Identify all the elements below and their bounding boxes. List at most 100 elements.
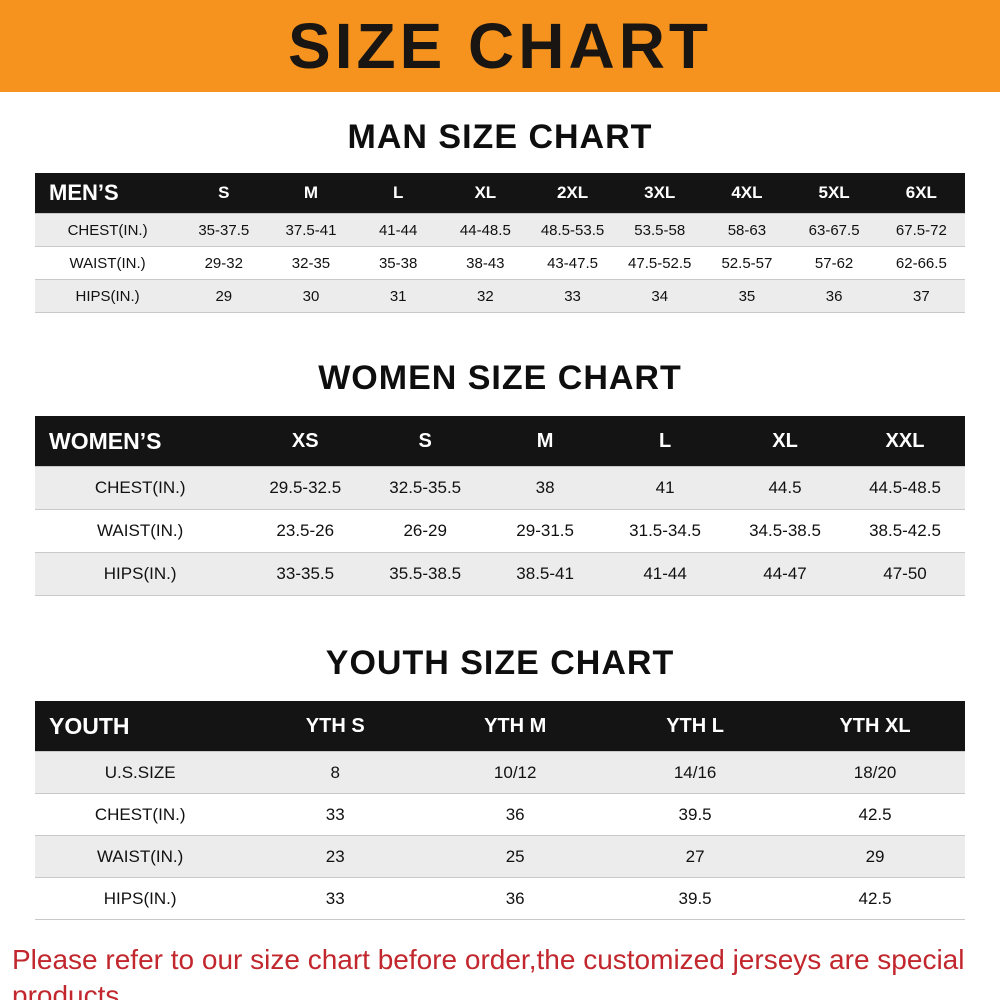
men-size-column-header: L bbox=[354, 173, 442, 214]
youth-value-cell: 42.5 bbox=[785, 793, 965, 836]
men-value-cell: 43-47.5 bbox=[528, 246, 617, 280]
women-size-column-header: XL bbox=[725, 416, 845, 467]
men-value-cell: 53.5-58 bbox=[616, 213, 704, 247]
men-size-column-header: 6XL bbox=[877, 173, 965, 214]
men-value-cell: 29 bbox=[180, 279, 268, 313]
youth-value-cell: 39.5 bbox=[605, 877, 786, 920]
women-section: WOMEN SIZE CHART WOMEN’S XS S M L XL XXL CHEST(I… bbox=[0, 359, 1000, 596]
men-value-cell: 44-48.5 bbox=[441, 213, 529, 247]
youth-size-column-header: YTH XL bbox=[785, 701, 965, 752]
men-size-column-header: S bbox=[180, 173, 268, 214]
women-value-cell: 32.5-35.5 bbox=[365, 466, 486, 510]
women-value-cell: 44.5 bbox=[725, 466, 845, 510]
men-value-cell: 62-66.5 bbox=[877, 246, 965, 280]
women-value-cell: 38.5-41 bbox=[485, 552, 606, 596]
youth-section: YOUTH SIZE CHART YOUTH YTH S YTH M YTH L YTH … bbox=[0, 644, 1000, 920]
men-header-row: MEN’S S M L XL 2XL 3XL 4XL 5XL 6XL bbox=[35, 173, 965, 214]
women-value-cell: 29.5-32.5 bbox=[245, 466, 366, 510]
men-value-cell: 35-38 bbox=[354, 246, 442, 280]
youth-value-cell: 33 bbox=[245, 877, 426, 920]
youth-value-cell: 39.5 bbox=[605, 793, 786, 836]
men-table-row: HIPS(IN.) 29 30 31 32 33 34 35 36 37 bbox=[35, 279, 965, 313]
women-value-cell: 34.5-38.5 bbox=[725, 509, 845, 553]
youth-table-row: U.S.SIZE 8 10/12 14/16 18/20 bbox=[35, 751, 965, 794]
men-row-label: HIPS(IN.) bbox=[35, 279, 181, 313]
youth-size-column-header: YTH L bbox=[605, 701, 786, 752]
men-value-cell: 36 bbox=[790, 279, 878, 313]
men-value-cell: 32-35 bbox=[267, 246, 355, 280]
youth-row-label: HIPS(IN.) bbox=[35, 877, 246, 920]
youth-heading: YOUTH SIZE CHART bbox=[325, 644, 675, 682]
women-value-cell: 29-31.5 bbox=[485, 509, 606, 553]
women-value-cell: 41 bbox=[605, 466, 726, 510]
men-heading: MAN SIZE CHART bbox=[347, 118, 653, 156]
men-value-cell: 35 bbox=[703, 279, 791, 313]
women-size-column-header: XS bbox=[245, 416, 366, 467]
men-size-column-header: 5XL bbox=[790, 173, 878, 214]
youth-table-row: WAIST(IN.) 23 25 27 29 bbox=[35, 835, 965, 878]
women-size-column-header: S bbox=[365, 416, 486, 467]
women-heading: WOMEN SIZE CHART bbox=[318, 359, 682, 397]
youth-header-row: YOUTH YTH S YTH M YTH L YTH XL bbox=[35, 701, 965, 752]
youth-value-cell: 25 bbox=[425, 835, 606, 878]
youth-table-row: HIPS(IN.) 33 36 39.5 42.5 bbox=[35, 877, 965, 920]
men-row-label: WAIST(IN.) bbox=[35, 246, 181, 280]
youth-value-cell: 27 bbox=[605, 835, 786, 878]
men-size-column-header: XL bbox=[441, 173, 529, 214]
youth-row-label: WAIST(IN.) bbox=[35, 835, 246, 878]
women-value-cell: 38.5-42.5 bbox=[844, 509, 965, 553]
men-value-cell: 33 bbox=[528, 279, 617, 313]
men-corner-label: MEN’S bbox=[35, 173, 181, 214]
women-row-label: HIPS(IN.) bbox=[35, 552, 246, 596]
women-size-table: WOMEN’S XS S M L XL XXL CHEST(IN.) 29.5-32.5 32.5… bbox=[35, 416, 965, 596]
women-header-row: WOMEN’S XS S M L XL XXL bbox=[35, 416, 965, 467]
men-value-cell: 37 bbox=[877, 279, 965, 313]
women-value-cell: 41-44 bbox=[605, 552, 726, 596]
women-row-label: CHEST(IN.) bbox=[35, 466, 246, 510]
men-value-cell: 35-37.5 bbox=[180, 213, 268, 247]
youth-size-column-header: YTH M bbox=[425, 701, 606, 752]
disclaimer: Please refer to our size chart before or… bbox=[0, 942, 1000, 1000]
women-row-label: WAIST(IN.) bbox=[35, 509, 246, 553]
men-size-column-header: 2XL bbox=[528, 173, 617, 214]
men-value-cell: 57-62 bbox=[790, 246, 878, 280]
women-corner-label: WOMEN’S bbox=[35, 416, 246, 467]
men-value-cell: 31 bbox=[354, 279, 442, 313]
men-size-column-header: 4XL bbox=[703, 173, 791, 214]
youth-size-column-header: YTH S bbox=[245, 701, 426, 752]
men-table-row: WAIST(IN.) 29-32 32-35 35-38 38-43 43-47.5 47.… bbox=[35, 246, 965, 280]
banner: SIZE CHART bbox=[0, 0, 1000, 92]
youth-value-cell: 36 bbox=[425, 793, 606, 836]
men-row-label: CHEST(IN.) bbox=[35, 213, 181, 247]
men-value-cell: 63-67.5 bbox=[790, 213, 878, 247]
men-value-cell: 47.5-52.5 bbox=[616, 246, 704, 280]
men-table-row: CHEST(IN.) 35-37.5 37.5-41 41-44 44-48.5 48.5… bbox=[35, 213, 965, 247]
women-value-cell: 33-35.5 bbox=[245, 552, 366, 596]
youth-corner-label: YOUTH bbox=[35, 701, 246, 752]
women-size-column-header: XXL bbox=[844, 416, 965, 467]
youth-value-cell: 33 bbox=[245, 793, 426, 836]
women-value-cell: 47-50 bbox=[844, 552, 965, 596]
men-value-cell: 30 bbox=[267, 279, 355, 313]
chart-sections: MAN SIZE CHART MEN’S S M L XL 2XL 3XL 4XL 5XL 6XL C… bbox=[0, 118, 1000, 920]
women-value-cell: 31.5-34.5 bbox=[605, 509, 726, 553]
men-value-cell: 29-32 bbox=[180, 246, 268, 280]
men-size-table: MEN’S S M L XL 2XL 3XL 4XL 5XL 6XL CHEST(IN.) 35-37… bbox=[35, 173, 965, 313]
youth-value-cell: 29 bbox=[785, 835, 965, 878]
men-value-cell: 37.5-41 bbox=[267, 213, 355, 247]
youth-value-cell: 42.5 bbox=[785, 877, 965, 920]
men-size-column-header: 3XL bbox=[616, 173, 704, 214]
men-size-column-header: M bbox=[267, 173, 355, 214]
women-table-row: CHEST(IN.) 29.5-32.5 32.5-35.5 38 41 44.5 44.5… bbox=[35, 466, 965, 510]
women-value-cell: 26-29 bbox=[365, 509, 486, 553]
women-size-column-header: M bbox=[485, 416, 606, 467]
youth-size-table: YOUTH YTH S YTH M YTH L YTH XL U.S.SIZE 8 10/12… bbox=[35, 701, 965, 920]
youth-value-cell: 10/12 bbox=[425, 751, 606, 794]
youth-value-cell: 18/20 bbox=[785, 751, 965, 794]
women-value-cell: 44.5-48.5 bbox=[844, 466, 965, 510]
youth-value-cell: 14/16 bbox=[605, 751, 786, 794]
youth-row-label: U.S.SIZE bbox=[35, 751, 246, 794]
men-value-cell: 41-44 bbox=[354, 213, 442, 247]
men-value-cell: 48.5-53.5 bbox=[528, 213, 617, 247]
